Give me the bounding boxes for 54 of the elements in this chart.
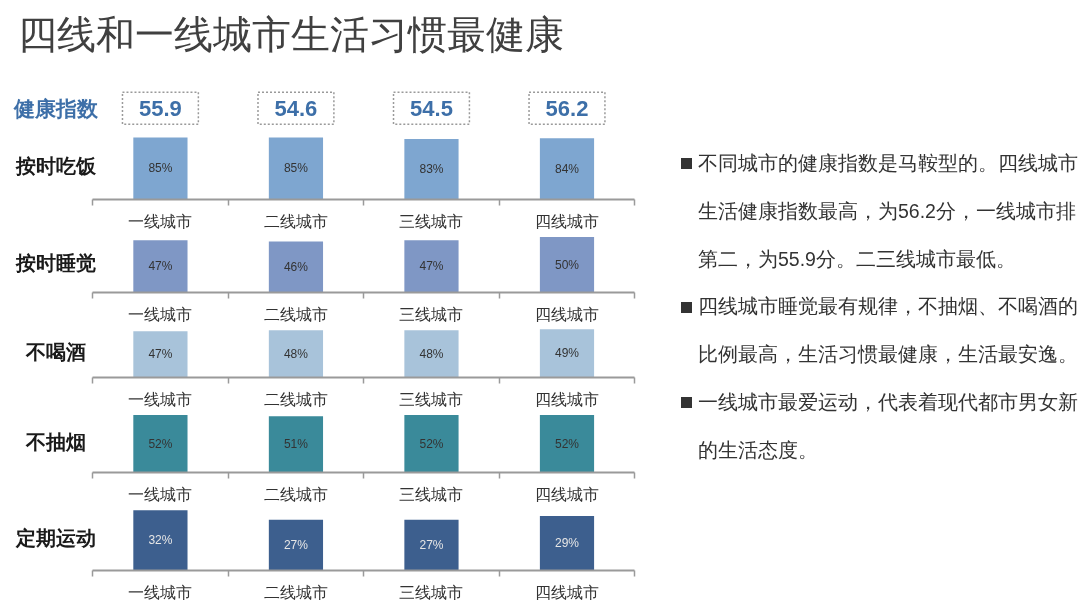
data-label: 85% (148, 161, 173, 176)
x-tick-label: 三线城市 (399, 485, 464, 503)
data-label: 85% (283, 161, 309, 176)
text: 不喝酒 (25, 340, 87, 363)
data-label: 46% (283, 259, 309, 274)
x-tick-label: 三线城市 (399, 212, 464, 230)
data-label: 54.6 (274, 95, 318, 121)
data-label: 56.2 (545, 95, 589, 121)
data-label: 47% (148, 259, 173, 274)
data-label: 83% (419, 162, 444, 177)
data-label: 29% (554, 536, 580, 551)
x-tick-label: 一线城市 (128, 583, 193, 601)
x-tick-label: 三线城市 (399, 305, 464, 323)
x-tick-label: 三线城市 (399, 583, 464, 601)
data-label: 32% (148, 533, 173, 548)
text: 按时吃饭 (15, 155, 98, 177)
data-label: 84% (554, 161, 580, 176)
data-label: 50% (554, 257, 580, 272)
x-tick-label: 一线城市 (128, 305, 193, 323)
x-tick-label: 四线城市 (534, 485, 599, 503)
data-label: 48% (419, 346, 444, 361)
x-tick-label: 四线城市 (534, 212, 599, 230)
data-label: 52% (148, 436, 173, 451)
data-label: 48% (283, 346, 309, 361)
x-tick-label: 一线城市 (128, 485, 193, 503)
data-label: 47% (419, 259, 444, 274)
data-label: 47% (148, 347, 173, 362)
data-label: 51% (283, 437, 309, 452)
x-tick-label: 四线城市 (534, 305, 599, 323)
text: 定期运动 (15, 527, 97, 549)
text: 按时睡觉 (15, 251, 97, 274)
data-label: 52% (554, 436, 580, 451)
data-label: 55.9 (139, 95, 182, 121)
text: 不同城市的健康指数是马鞍型的。四线城市生活健康指数最高，为56.2分，一线城市排第二，为55.9分。二三线城市最低。 (698, 152, 1078, 270)
x-tick-label: 二线城市 (263, 305, 328, 323)
x-tick-label: 二线城市 (263, 390, 328, 408)
x-tick-label: 二线城市 (263, 485, 328, 503)
text: 四线和一线城市生活习惯最健康 (18, 13, 565, 57)
data-label: 49% (554, 346, 580, 361)
x-tick-label: 四线城市 (534, 390, 599, 408)
data-label: 52% (419, 436, 444, 451)
x-tick-label: 三线城市 (399, 390, 464, 408)
text: 一线城市最爱运动，代表着现代都市男女新的生活态度。 (698, 390, 1078, 461)
x-tick-label: 二线城市 (263, 212, 328, 230)
data-label: 27% (283, 538, 309, 553)
x-tick-label: 二线城市 (263, 583, 328, 601)
data-label: 54.5 (410, 95, 453, 121)
text: 健康指数 (13, 96, 100, 120)
data-label: 27% (419, 538, 444, 553)
x-tick-label: 四线城市 (534, 583, 599, 601)
x-tick-label: 一线城市 (128, 212, 193, 230)
x-tick-label: 一线城市 (128, 390, 193, 408)
text: 不抽烟 (25, 430, 87, 453)
text: 四线城市睡觉最有规律，不抽烟、不喝酒的比例最高，生活习惯最健康，生活最安逸。 (698, 295, 1078, 366)
